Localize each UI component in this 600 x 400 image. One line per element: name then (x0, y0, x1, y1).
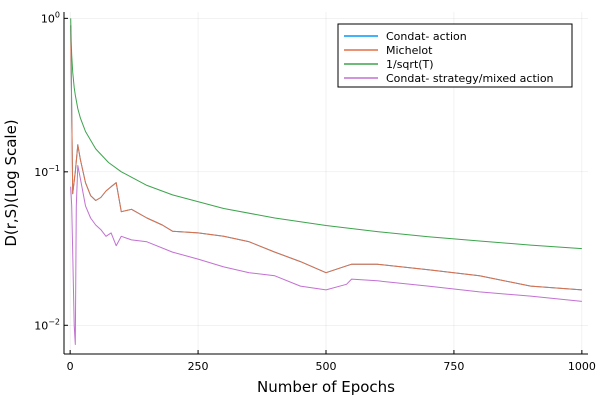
series-line-4 (70, 165, 582, 345)
y-tick-exponent: −2 (48, 317, 60, 326)
legend-box (337, 23, 573, 88)
x-tick-label: 0 (67, 360, 74, 373)
legend-label-1: Condat- action (386, 30, 467, 43)
y-tick-label: 10−1 (34, 164, 60, 179)
series-line-3 (70, 18, 582, 250)
x-axis-label: Number of Epochs (257, 378, 395, 396)
legend-label-2: Michelot (386, 44, 433, 57)
y-tick-label: 10−2 (34, 317, 60, 332)
y-tick-base: 10 (34, 166, 48, 179)
x-ticks: 0 250 500 750 1000 (67, 350, 596, 373)
x-tick-label: 750 (443, 360, 464, 373)
x-tick-label: 500 (316, 360, 337, 373)
legend-label-3: 1/sqrt(T) (386, 58, 434, 71)
x-tick-label: 250 (188, 360, 209, 373)
y-tick-label: 100 (41, 10, 60, 25)
y-tick-base: 10 (41, 12, 55, 25)
series-layer (70, 18, 582, 345)
y-tick-exponent: −1 (48, 164, 60, 173)
series-line-2 (70, 25, 582, 291)
y-axis-label: D(r,S)(Log Scale) (2, 119, 20, 246)
x-tick-label: 1000 (568, 360, 596, 373)
legend-label-4: Condat- strategy/mixed action (386, 72, 554, 85)
y-tick-exponent: 0 (55, 10, 60, 19)
y-tick-base: 10 (34, 319, 48, 332)
